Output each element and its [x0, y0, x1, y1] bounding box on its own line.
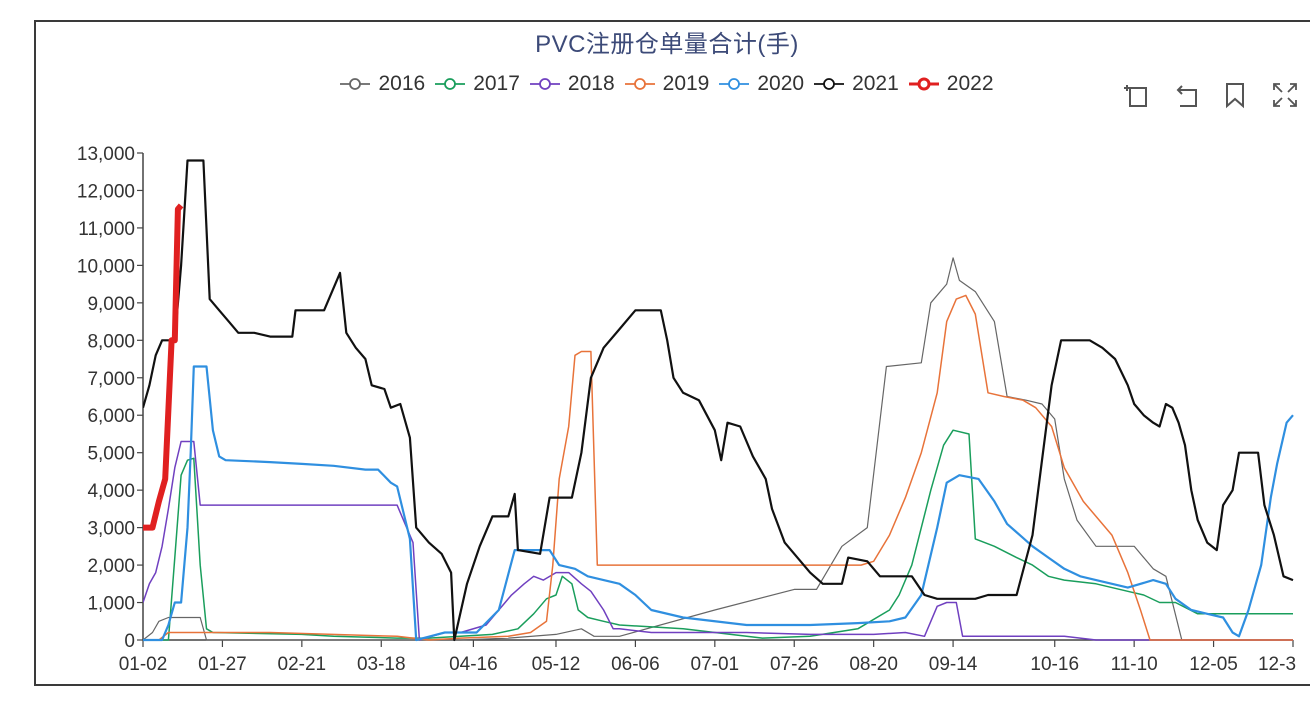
x-tick-label: 01-02 — [119, 654, 168, 675]
legend-item-2017[interactable]: 2017 — [433, 72, 520, 96]
x-tick-label: 11-10 — [1111, 654, 1158, 675]
series-line-2017 — [143, 429, 1293, 641]
x-tick-label: 01-27 — [198, 654, 247, 675]
y-tick-label: 5,000 — [87, 444, 135, 465]
y-tick-label: 11,000 — [78, 219, 135, 240]
series-line-2016 — [143, 257, 1293, 641]
y-tick-label: 4,000 — [87, 481, 135, 502]
x-tick-label: 05-12 — [532, 654, 581, 675]
legend-label: 2022 — [946, 72, 994, 95]
legend-label: 2019 — [662, 72, 710, 95]
y-tick-label: 1,000 — [87, 594, 135, 615]
x-tick-label: 09-14 — [929, 654, 978, 675]
zoom-reset-icon[interactable] — [1170, 80, 1200, 110]
series-line-2022 — [143, 203, 184, 531]
y-tick-label: 10,000 — [77, 256, 135, 277]
legend-marker-icon — [624, 78, 655, 90]
x-tick-label: 04-16 — [449, 654, 498, 675]
legend-item-2016[interactable]: 2016 — [338, 72, 425, 96]
chart-frame — [34, 20, 1310, 686]
legend-label: 2020 — [757, 72, 805, 95]
legend-item-2022[interactable]: 2022 — [907, 72, 994, 96]
y-tick-label: 3,000 — [87, 519, 135, 540]
legend-marker-icon — [529, 78, 560, 90]
y-tick-label: 8,000 — [87, 331, 135, 352]
bookmark-icon[interactable] — [1220, 80, 1250, 110]
legend-item-2018[interactable]: 2018 — [528, 72, 615, 96]
legend-item-2021[interactable]: 2021 — [812, 72, 899, 96]
chart-legend: 2016 2017 2018 2019 2020 2021 2022 — [0, 72, 1310, 96]
legend-item-2019[interactable]: 2019 — [623, 72, 710, 96]
series-line-2020 — [143, 365, 1294, 642]
x-tick-label: 10-16 — [1030, 654, 1079, 675]
legend-marker-icon — [719, 78, 750, 90]
y-tick-label: 12,000 — [77, 181, 135, 202]
x-tick-label: 12-3 — [1258, 654, 1296, 675]
series-line-2019 — [143, 294, 1293, 641]
y-tick-label: 6,000 — [87, 406, 135, 427]
zoom-select-icon[interactable] — [1120, 80, 1150, 110]
legend-label: 2016 — [378, 72, 426, 95]
y-tick-label: 0 — [124, 631, 135, 652]
legend-label: 2017 — [473, 72, 520, 95]
legend-marker-icon — [908, 77, 939, 91]
legend-label: 2021 — [852, 72, 899, 95]
y-tick-label: 9,000 — [87, 294, 135, 315]
x-tick-label: 02-21 — [278, 654, 327, 675]
legend-label: 2018 — [567, 72, 615, 95]
x-tick-label: 08-20 — [849, 654, 898, 675]
chart-title: PVC注册仓单量合计(手) — [535, 31, 799, 58]
y-tick-label: 2,000 — [87, 556, 135, 577]
x-tick-label: 07-01 — [691, 654, 740, 675]
y-tick-label: 7,000 — [87, 369, 135, 390]
series-line-2018 — [143, 440, 1293, 641]
x-tick-label: 07-26 — [770, 654, 819, 675]
legend-marker-icon — [435, 78, 466, 90]
legend-marker-icon — [814, 78, 845, 90]
legend-item-2020[interactable]: 2020 — [717, 72, 804, 96]
fullscreen-icon[interactable] — [1270, 80, 1300, 110]
chart-toolbox — [1120, 80, 1310, 110]
x-tick-label: 06-06 — [611, 654, 660, 675]
x-tick-label: 03-18 — [357, 654, 406, 675]
y-tick-label: 13,000 — [77, 144, 135, 165]
series-line-2021 — [143, 159, 1294, 642]
legend-marker-icon — [340, 78, 371, 90]
x-tick-label: 12-05 — [1189, 654, 1238, 675]
